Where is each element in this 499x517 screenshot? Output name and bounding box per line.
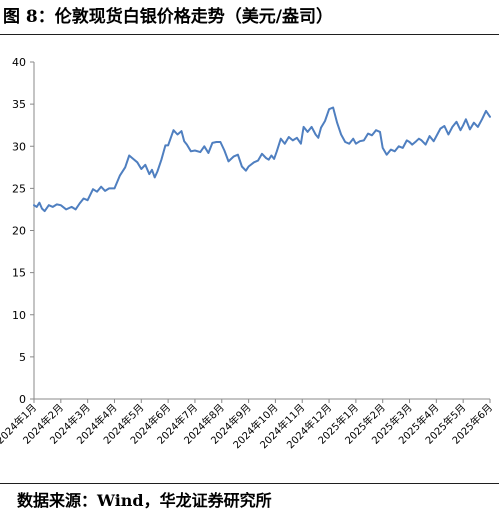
figure-title: 图 8：伦敦现货白银价格走势（美元/盎司） bbox=[3, 7, 333, 27]
plot-area bbox=[33, 106, 491, 213]
y-tick-label: 35 bbox=[12, 98, 26, 111]
y-tick-label: 30 bbox=[12, 140, 26, 153]
source-note: 数据来源：Wind，华龙证券研究所 bbox=[17, 491, 272, 510]
source-divider bbox=[0, 483, 499, 484]
y-tick-label: 0 bbox=[19, 393, 26, 406]
y-axis: 0 5 10 15 20 25 30 35 40 bbox=[12, 56, 35, 406]
y-tick-label: 40 bbox=[12, 56, 26, 69]
silver-price-chart: 0 5 10 15 20 25 30 35 40 2024年1月2024年2月2024年3月20… bbox=[0, 56, 495, 451]
y-tick-label: 25 bbox=[12, 182, 26, 195]
silver-price-line bbox=[33, 106, 491, 213]
y-tick-label: 15 bbox=[12, 267, 26, 280]
y-tick-label: 20 bbox=[12, 225, 26, 238]
x-axis: 2024年1月2024年2月2024年3月2024年4月2024年5月2024年… bbox=[0, 398, 495, 451]
y-tick-label: 5 bbox=[19, 351, 26, 364]
title-divider bbox=[0, 34, 499, 35]
y-tick-label: 10 bbox=[12, 309, 26, 322]
